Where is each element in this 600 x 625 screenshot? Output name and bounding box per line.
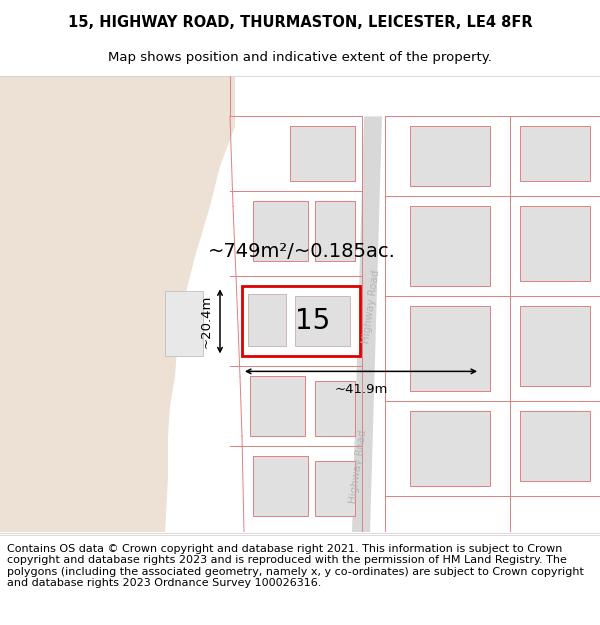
Text: ~20.4m: ~20.4m <box>199 294 212 348</box>
Bar <box>250 376 305 436</box>
Bar <box>295 296 350 346</box>
Bar <box>253 201 308 261</box>
Bar <box>520 126 590 181</box>
Bar <box>253 456 308 516</box>
Text: ~41.9m: ~41.9m <box>334 383 388 396</box>
Text: 15, HIGHWAY ROAD, THURMASTON, LEICESTER, LE4 8FR: 15, HIGHWAY ROAD, THURMASTON, LEICESTER,… <box>68 16 532 31</box>
Text: 15: 15 <box>295 308 331 336</box>
Bar <box>410 306 490 391</box>
Bar <box>242 286 360 356</box>
Bar <box>520 206 590 281</box>
Text: ~749m²/~0.185ac.: ~749m²/~0.185ac. <box>208 242 396 261</box>
Text: Highway Road: Highway Road <box>361 269 381 344</box>
Bar <box>290 126 355 181</box>
Bar <box>315 381 355 436</box>
Text: Contains OS data © Crown copyright and database right 2021. This information is : Contains OS data © Crown copyright and d… <box>7 544 584 588</box>
Bar <box>165 291 203 356</box>
Polygon shape <box>0 76 235 532</box>
Bar <box>315 461 355 516</box>
Bar <box>315 201 355 261</box>
Bar <box>248 294 286 346</box>
Polygon shape <box>352 116 382 532</box>
Text: Highway Road: Highway Road <box>348 429 368 504</box>
Bar <box>520 306 590 386</box>
Bar <box>410 206 490 286</box>
Bar <box>520 411 590 481</box>
Text: Map shows position and indicative extent of the property.: Map shows position and indicative extent… <box>108 51 492 64</box>
Bar <box>410 411 490 486</box>
Bar <box>410 126 490 186</box>
